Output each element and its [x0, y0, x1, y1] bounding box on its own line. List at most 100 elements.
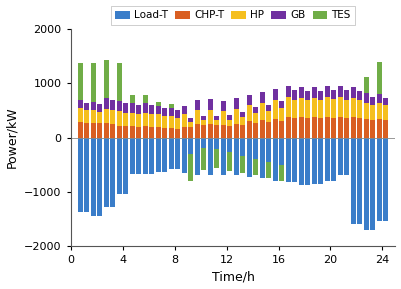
Bar [247, 138, 252, 177]
Bar [299, 138, 304, 185]
Bar [370, 105, 375, 120]
Bar [195, 100, 200, 110]
Bar [117, 63, 122, 101]
Bar [260, 138, 265, 178]
Bar [91, 123, 96, 138]
Bar [383, 138, 388, 221]
Bar [162, 108, 167, 116]
Bar [351, 87, 356, 98]
Bar [123, 103, 128, 113]
Bar [305, 118, 310, 138]
Bar [279, 108, 284, 121]
Bar [175, 138, 180, 169]
Bar [110, 124, 115, 138]
Bar [253, 123, 258, 138]
Bar [377, 119, 382, 138]
Bar [136, 114, 141, 127]
Bar [149, 105, 154, 114]
Bar [351, 138, 356, 224]
Bar [195, 110, 200, 124]
Bar [188, 122, 193, 127]
Bar [253, 113, 258, 123]
Bar [143, 95, 148, 103]
Bar [195, 124, 200, 138]
Bar [169, 128, 174, 138]
Bar [292, 138, 297, 182]
Bar [182, 127, 187, 138]
Bar [156, 114, 161, 127]
Bar [91, 110, 96, 123]
Bar [312, 138, 317, 184]
Bar [201, 120, 206, 125]
Bar [292, 118, 297, 138]
Bar [143, 103, 148, 113]
Bar [383, 120, 388, 138]
Bar [377, 95, 382, 103]
Bar [273, 89, 278, 100]
Bar [201, 138, 206, 148]
Bar [325, 138, 330, 181]
Bar [221, 111, 226, 125]
Bar [208, 99, 213, 110]
Bar [227, 116, 232, 120]
Bar [338, 86, 343, 97]
Bar [377, 138, 382, 221]
Bar [260, 120, 265, 138]
Bar [97, 104, 102, 112]
Bar [364, 103, 369, 119]
Bar [305, 91, 310, 100]
Bar [383, 105, 388, 120]
Bar [266, 105, 271, 111]
Bar [377, 62, 382, 95]
Bar [240, 125, 245, 138]
Bar [156, 127, 161, 138]
Bar [305, 138, 310, 185]
Bar [377, 103, 382, 119]
Bar [312, 98, 317, 117]
Bar [169, 116, 174, 128]
Bar [253, 159, 258, 175]
Bar [188, 118, 193, 122]
Bar [344, 100, 349, 118]
Bar [149, 127, 154, 138]
Bar [273, 138, 278, 181]
Bar [136, 127, 141, 138]
Bar [188, 127, 193, 138]
Bar [84, 123, 89, 138]
Bar [227, 120, 232, 126]
Bar [78, 138, 83, 212]
Bar [299, 98, 304, 117]
Bar [331, 118, 336, 138]
Bar [227, 126, 232, 138]
Bar [240, 117, 245, 125]
Bar [208, 110, 213, 124]
Bar [156, 138, 161, 172]
Bar [110, 138, 115, 207]
Bar [325, 86, 330, 97]
Bar [97, 123, 102, 138]
Bar [149, 114, 154, 127]
Bar [130, 113, 136, 126]
Bar [117, 126, 122, 138]
Bar [182, 138, 187, 173]
Bar [357, 91, 362, 100]
Bar [136, 138, 141, 174]
Bar [286, 97, 291, 117]
Bar [91, 138, 96, 216]
Bar [312, 87, 317, 98]
Bar [110, 110, 115, 124]
Bar [130, 138, 136, 174]
Bar [247, 105, 252, 121]
Bar [279, 101, 284, 108]
Bar [201, 148, 206, 170]
Bar [286, 86, 291, 97]
Bar [266, 111, 271, 122]
Bar [266, 162, 271, 178]
Bar [221, 101, 226, 111]
Bar [182, 114, 187, 127]
Bar [370, 120, 375, 138]
Bar [78, 100, 83, 108]
Bar [227, 138, 232, 152]
Bar [123, 127, 128, 138]
Bar [156, 102, 161, 106]
